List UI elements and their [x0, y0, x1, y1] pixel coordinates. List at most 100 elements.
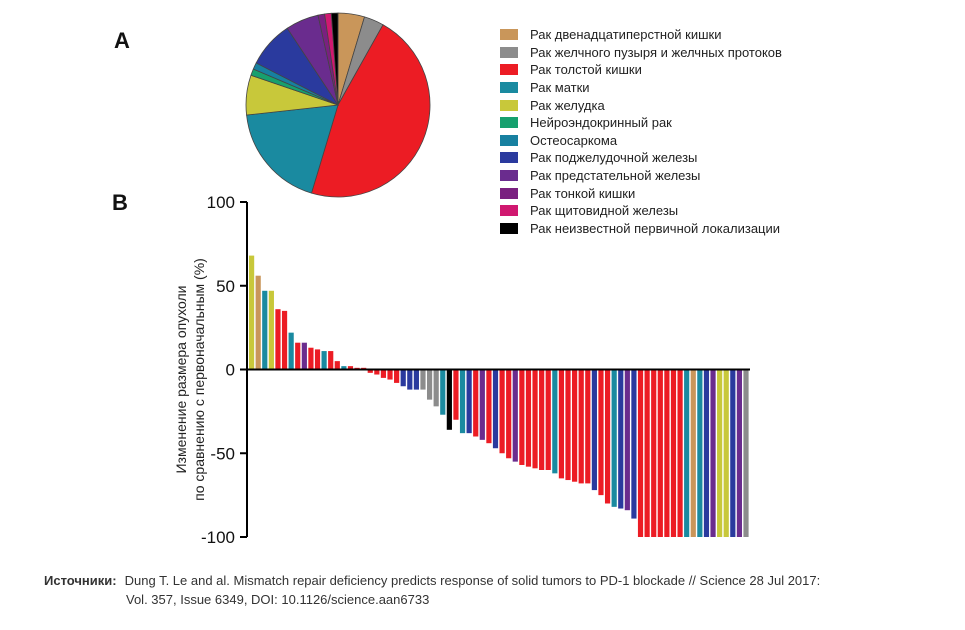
- bar: [677, 369, 683, 537]
- bar: [407, 369, 413, 390]
- legend-item: Рак матки: [500, 79, 782, 97]
- legend-label: Рак желудка: [530, 97, 605, 113]
- legend-swatch: [500, 222, 518, 234]
- legend-item: Рак неизвестной первичной локализации: [500, 220, 782, 238]
- legend-label: Рак поджелудочной железы: [530, 150, 698, 166]
- bar: [670, 369, 677, 537]
- bar: [473, 369, 479, 437]
- bar: [308, 347, 314, 370]
- bar: [334, 361, 340, 370]
- legend-label: Рак тонкой кишки: [530, 185, 636, 201]
- bar: [644, 369, 650, 537]
- pie-slice: [246, 104, 339, 194]
- legend-swatch: [500, 29, 518, 41]
- bar: [585, 369, 591, 484]
- bar: [657, 369, 663, 537]
- bar: [288, 332, 294, 370]
- legend-swatch: [500, 64, 518, 76]
- bar: [572, 369, 578, 482]
- source-title: Источники:: [44, 573, 117, 588]
- bar: [736, 369, 743, 537]
- bar: [347, 366, 354, 370]
- pie-chart: [245, 12, 431, 198]
- bar: [624, 369, 630, 511]
- bar: [611, 369, 617, 507]
- y-tick-label: -50: [210, 444, 235, 463]
- y-axis-label: Изменение размера опухоли: [173, 285, 189, 473]
- y-tick-label: 0: [226, 361, 235, 380]
- legend-label: Рак двенадцатиперстной кишки: [530, 27, 722, 43]
- bar: [730, 369, 736, 537]
- bar: [420, 369, 426, 390]
- legend-item: Рак двенадцатиперстной кишки: [500, 26, 782, 44]
- legend-label: Рак желчного пузыря и желчных протоков: [530, 44, 782, 60]
- bar: [466, 369, 472, 434]
- source-line-1: Dung T. Le and al. Mismatch repair defic…: [124, 573, 821, 588]
- y-tick-label: 100: [207, 193, 235, 212]
- bar: [631, 369, 637, 519]
- bar: [710, 369, 716, 537]
- bar: [717, 369, 723, 537]
- bar: [651, 369, 657, 537]
- bar: [743, 369, 749, 537]
- bar: [512, 369, 518, 462]
- legend-swatch: [500, 117, 518, 129]
- bar: [499, 369, 505, 454]
- bar: [697, 369, 703, 537]
- legend-item: Рак желудка: [500, 96, 782, 114]
- legend-swatch: [500, 46, 518, 58]
- bar: [703, 369, 710, 537]
- bar: [295, 342, 301, 370]
- bar: [578, 369, 584, 484]
- bar: [637, 369, 644, 537]
- bar: [380, 369, 387, 378]
- bar: [684, 369, 690, 537]
- bar: [552, 369, 558, 474]
- legend-label: Рак матки: [530, 80, 590, 96]
- legend-swatch: [500, 152, 518, 164]
- legend-item: Нейроэндокринный рак: [500, 114, 782, 132]
- panel-label-a: A: [114, 28, 130, 53]
- legend-item: Остеосаркома: [500, 132, 782, 150]
- bar: [664, 369, 670, 537]
- bar: [598, 369, 604, 496]
- bar: [426, 369, 433, 400]
- bar: [618, 369, 624, 509]
- y-tick-label: -100: [201, 528, 235, 547]
- y-tick-label: 50: [216, 277, 235, 296]
- legend-label: Остеосаркома: [530, 132, 618, 148]
- bar: [532, 369, 538, 469]
- source-line-2: Vol. 357, Issue 6349, DOI: 10.1126/scien…: [126, 592, 430, 607]
- bar: [453, 369, 459, 420]
- bar: [519, 369, 525, 465]
- bar-chart: 100 50 0 -50 -100 Изменение размера опухоли по…: [173, 193, 750, 547]
- bar: [281, 310, 288, 370]
- legend-swatch: [500, 205, 518, 217]
- pie-slice: [310, 24, 431, 198]
- legend-swatch: [500, 170, 518, 182]
- bar: [413, 369, 419, 390]
- bar: [367, 369, 373, 373]
- bar: [394, 369, 400, 383]
- bar: [539, 369, 545, 470]
- bar: [545, 369, 551, 470]
- bar: [268, 290, 274, 370]
- legend-item: Рак желчного пузыря и желчных протоков: [500, 44, 782, 62]
- bar: [301, 342, 307, 370]
- bar: [433, 369, 439, 407]
- bar: [506, 369, 512, 459]
- y-axis-label: по сравнению с первоначальным (%): [191, 258, 207, 501]
- bar: [387, 369, 393, 380]
- legend-item: Рак щитовидной железы: [500, 202, 782, 220]
- pie-slice: [330, 12, 339, 106]
- legend-label: Рак щитовидной железы: [530, 203, 679, 219]
- legend-swatch: [500, 187, 518, 199]
- bar: [374, 369, 380, 375]
- bar: [255, 275, 261, 370]
- bar: [341, 366, 347, 370]
- legend-label: Рак толстой кишки: [530, 62, 642, 78]
- pie-legend: Рак двенадцатиперстной кишки Рак желчного…: [500, 26, 782, 237]
- source-note: Источники: Dung T. Le and al. Mismatch re…: [44, 571, 944, 609]
- legend-item: Рак поджелудочной железы: [500, 149, 782, 167]
- bar: [604, 369, 611, 504]
